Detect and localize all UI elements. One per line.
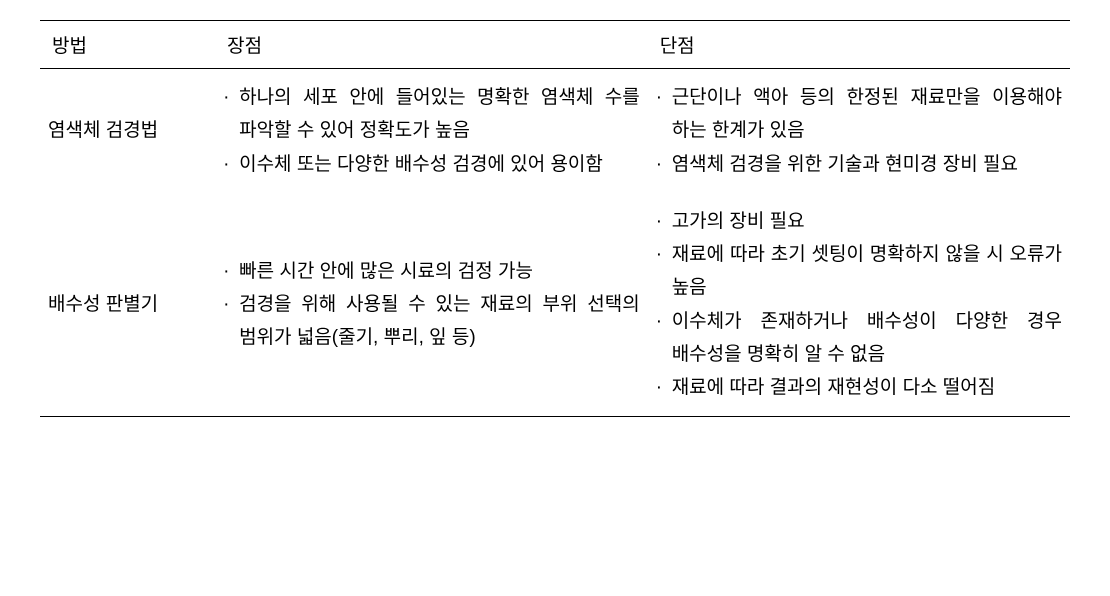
- col-header-pros: 장점: [215, 21, 648, 69]
- cell-pros: 하나의 세포 안에 들어있는 명확한 염색체 수를 파악할 수 있어 정확도가 …: [215, 69, 648, 193]
- cons-item: 이수체가 존재하거나 배수성이 다양한 경우 배수성을 명확히 알 수 없음: [656, 305, 1062, 372]
- comparison-table: 방법 장점 단점 염색체 검경법하나의 세포 안에 들어있는 명확한 염색체 수…: [40, 20, 1070, 417]
- cons-list: 고가의 장비 필요재료에 따라 초기 셋팅이 명확하지 않을 시 오류가 높음이…: [656, 205, 1062, 405]
- cons-list: 근단이나 액아 등의 한정된 재료만을 이용해야 하는 한계가 있음염색체 검경…: [656, 81, 1062, 181]
- pros-item: 빠른 시간 안에 많은 시료의 검정 가능: [223, 255, 640, 288]
- col-header-method: 방법: [40, 21, 215, 69]
- table-header-row: 방법 장점 단점: [40, 21, 1070, 69]
- pros-item: 이수체 또는 다양한 배수성 검경에 있어 용이함: [223, 148, 640, 181]
- cell-method: 배수성 판별기: [40, 193, 215, 417]
- pros-list: 빠른 시간 안에 많은 시료의 검정 가능검경을 위해 사용될 수 있는 재료의…: [223, 255, 640, 355]
- pros-list: 하나의 세포 안에 들어있는 명확한 염색체 수를 파악할 수 있어 정확도가 …: [223, 81, 640, 181]
- cell-method: 염색체 검경법: [40, 69, 215, 193]
- cell-pros: 빠른 시간 안에 많은 시료의 검정 가능검경을 위해 사용될 수 있는 재료의…: [215, 193, 648, 417]
- pros-item: 하나의 세포 안에 들어있는 명확한 염색체 수를 파악할 수 있어 정확도가 …: [223, 81, 640, 148]
- table-row: 배수성 판별기빠른 시간 안에 많은 시료의 검정 가능검경을 위해 사용될 수…: [40, 193, 1070, 417]
- cons-item: 고가의 장비 필요: [656, 205, 1062, 238]
- col-header-cons: 단점: [648, 21, 1070, 69]
- cons-item: 재료에 따라 결과의 재현성이 다소 떨어짐: [656, 371, 1062, 404]
- cell-cons: 근단이나 액아 등의 한정된 재료만을 이용해야 하는 한계가 있음염색체 검경…: [648, 69, 1070, 193]
- table-body: 염색체 검경법하나의 세포 안에 들어있는 명확한 염색체 수를 파악할 수 있…: [40, 69, 1070, 417]
- cons-item: 근단이나 액아 등의 한정된 재료만을 이용해야 하는 한계가 있음: [656, 81, 1062, 148]
- pros-item: 검경을 위해 사용될 수 있는 재료의 부위 선택의 범위가 넓음(줄기, 뿌리…: [223, 288, 640, 355]
- cons-item: 재료에 따라 초기 셋팅이 명확하지 않을 시 오류가 높음: [656, 238, 1062, 305]
- cons-item: 염색체 검경을 위한 기술과 현미경 장비 필요: [656, 148, 1062, 181]
- cell-cons: 고가의 장비 필요재료에 따라 초기 셋팅이 명확하지 않을 시 오류가 높음이…: [648, 193, 1070, 417]
- table-row: 염색체 검경법하나의 세포 안에 들어있는 명확한 염색체 수를 파악할 수 있…: [40, 69, 1070, 193]
